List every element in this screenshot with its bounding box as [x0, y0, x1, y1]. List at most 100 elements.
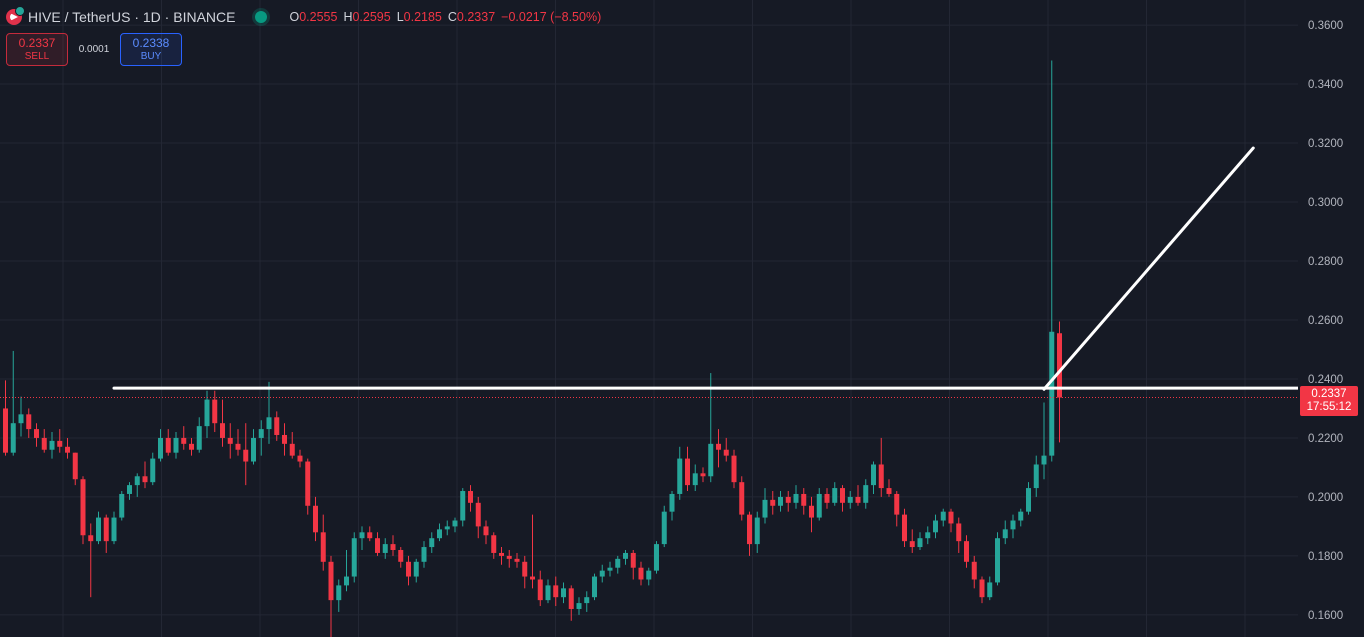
hive-logo-icon — [6, 6, 25, 25]
spread-value: 0.0001 — [78, 44, 110, 55]
candle-body — [1033, 464, 1039, 489]
candle-body — [375, 538, 380, 553]
candle-body — [987, 582, 993, 598]
candle — [661, 505, 667, 548]
chart-header: HIVE / TetherUS · 1D · BINANCE O0.2555 H… — [6, 6, 601, 28]
candle — [1026, 482, 1031, 515]
candle — [553, 576, 559, 607]
candle-body — [661, 511, 667, 545]
grid — [0, 0, 1298, 637]
sell-label: SELL — [24, 50, 50, 62]
candle-body — [158, 437, 163, 459]
candle — [189, 437, 194, 456]
candle — [840, 485, 845, 512]
candle-body — [26, 414, 32, 430]
candle-body — [995, 538, 1000, 583]
candle-body — [778, 496, 783, 506]
candle-body — [189, 443, 194, 450]
low-key: L — [396, 10, 404, 24]
candle — [235, 429, 241, 456]
buy-price: 0.2338 — [132, 35, 170, 50]
candle-body — [638, 567, 644, 580]
candle — [390, 535, 396, 556]
low-value: 0.2185 — [403, 10, 442, 24]
candle-body — [561, 588, 566, 598]
candle-body — [878, 464, 884, 489]
buy-button[interactable]: 0.2338 BUY — [120, 33, 182, 66]
candle — [530, 514, 535, 589]
candle-body — [212, 399, 218, 424]
candle — [150, 452, 156, 486]
candle-body — [1049, 331, 1055, 456]
candle — [413, 558, 419, 583]
candle-body — [646, 570, 652, 580]
price-axis-bg — [1298, 0, 1364, 637]
candle — [274, 411, 280, 441]
candle — [359, 526, 365, 551]
candle — [499, 547, 504, 565]
candle-body — [832, 488, 838, 503]
candle-body — [894, 493, 900, 515]
candle — [576, 597, 582, 615]
candle — [111, 511, 117, 545]
candle — [623, 550, 628, 565]
candle — [491, 532, 497, 559]
candle — [793, 485, 799, 509]
candle — [103, 514, 109, 553]
candle — [119, 491, 125, 521]
candle-body — [406, 561, 411, 577]
candle — [320, 514, 326, 571]
candle-body — [444, 526, 450, 530]
candle — [716, 429, 721, 468]
candle — [785, 491, 791, 512]
candle-body — [708, 443, 714, 477]
candle — [971, 555, 977, 589]
candles — [3, 60, 1062, 637]
candle — [778, 491, 783, 512]
candle-body — [762, 499, 768, 518]
candle — [220, 399, 225, 447]
candle-body — [421, 547, 427, 562]
y-tick-label: 0.2800 — [1308, 256, 1343, 268]
candle-body — [258, 429, 264, 438]
candle — [561, 582, 566, 604]
candle-body — [398, 550, 404, 562]
candle — [382, 538, 388, 559]
change-value: −0.0217 (−8.50%) — [501, 10, 602, 24]
candle-body — [677, 458, 683, 494]
candle — [747, 511, 752, 556]
candle-body — [917, 538, 923, 548]
candle-body — [654, 544, 659, 571]
candle-body — [514, 558, 520, 562]
candle-body — [793, 493, 799, 503]
candle-body — [902, 514, 907, 542]
price-axis[interactable]: 0.1600 0.1800 0.2000 0.2200 0.2400 0.2600 0.28… — [1298, 0, 1364, 637]
candle-body — [948, 511, 954, 524]
y-tick-label: 0.1800 — [1308, 551, 1343, 563]
candle-body — [522, 561, 528, 577]
candle — [57, 429, 63, 453]
candle-body — [134, 476, 140, 486]
candle — [65, 437, 70, 459]
candle-body — [18, 414, 24, 424]
candle-body — [630, 552, 636, 568]
sell-button[interactable]: 0.2337 SELL — [6, 33, 68, 66]
candle-body — [34, 429, 39, 438]
symbol-title[interactable]: HIVE / TetherUS · 1D · BINANCE — [28, 9, 236, 25]
candle — [3, 380, 8, 456]
drawings[interactable] — [112, 146, 1300, 391]
close-key: C — [447, 10, 457, 24]
candle-body — [282, 434, 287, 444]
open-key: O — [289, 10, 300, 24]
candle — [894, 491, 900, 527]
candle — [909, 529, 915, 553]
open-value: 0.2555 — [299, 10, 338, 24]
last-price-value: 0.2337 — [1311, 388, 1347, 400]
candle — [181, 426, 187, 450]
market-status-icon[interactable] — [255, 11, 268, 23]
candle-body — [204, 399, 210, 427]
candle — [692, 464, 698, 492]
candle-body — [592, 576, 597, 598]
candle — [483, 520, 489, 545]
